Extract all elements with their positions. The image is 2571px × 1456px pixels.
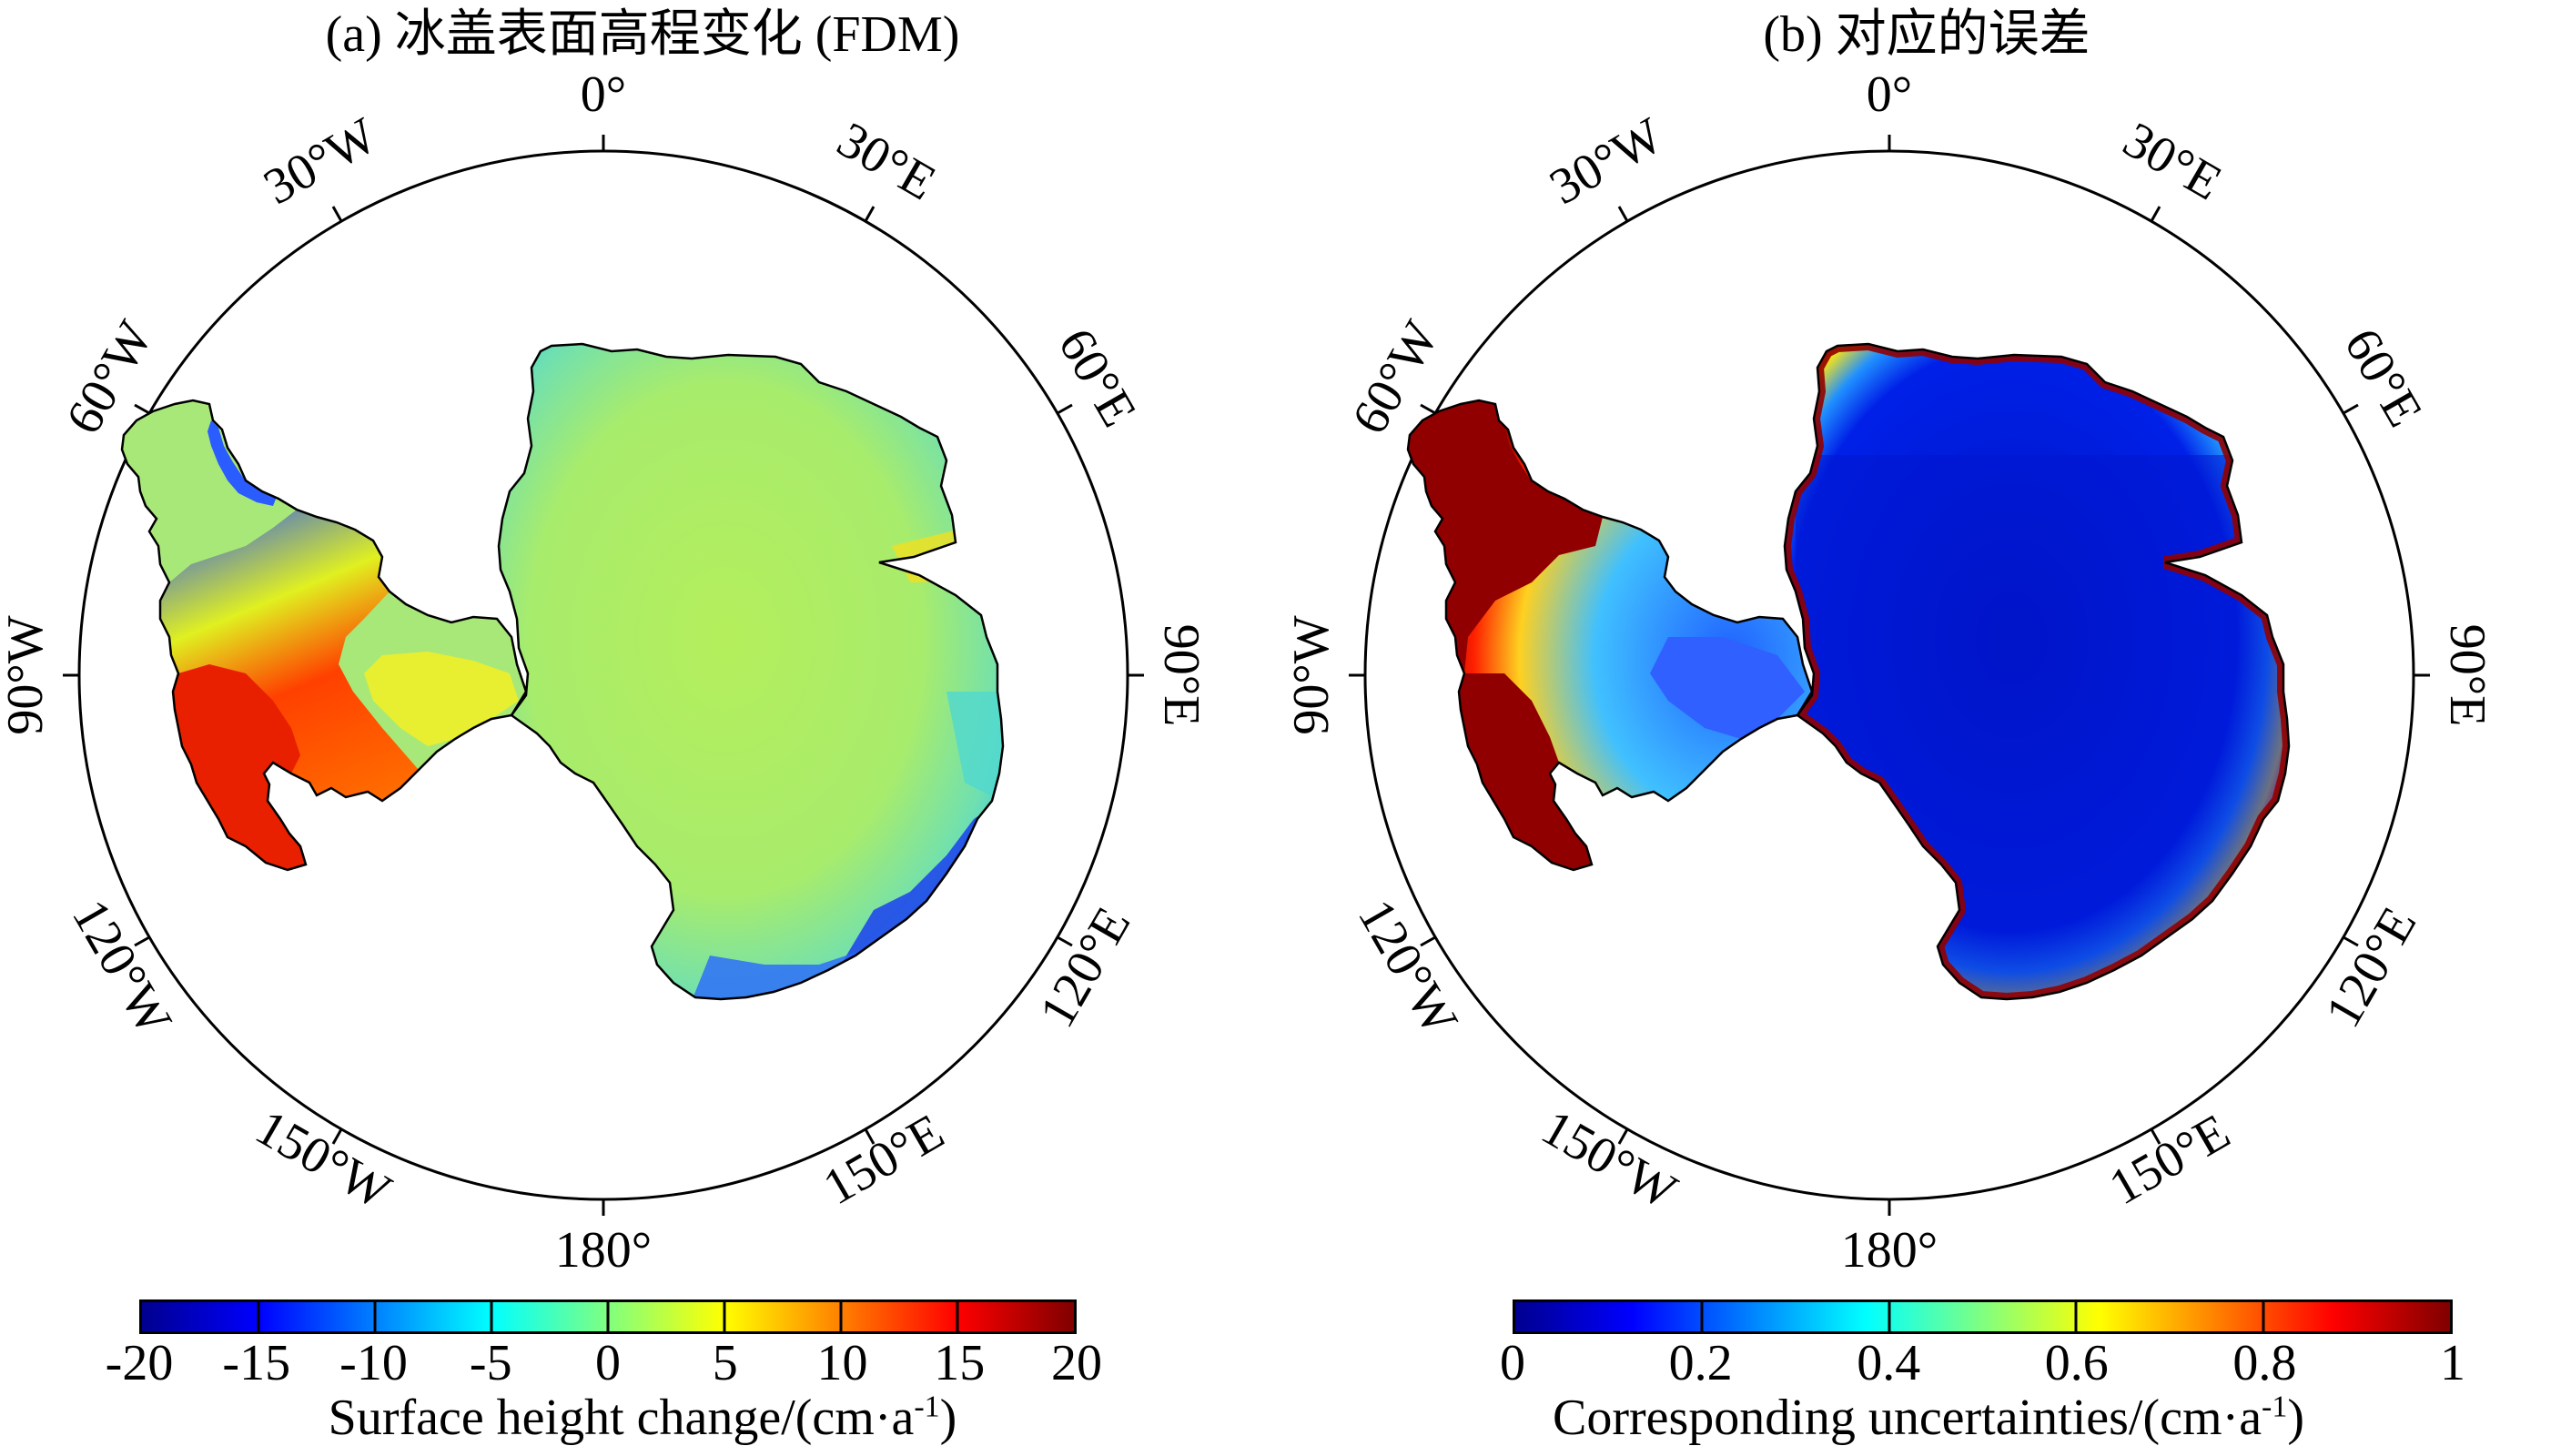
panel-a-peninsula-red-patch	[173, 664, 306, 870]
panel-a-map: 0° 30°E 60°E 90°E 120°E 150°E 180° 150°W…	[0, 66, 1210, 1279]
panel-b-colorbar-tick-mark	[1888, 1302, 1891, 1331]
panel-b-colorbar-title-main: Corresponding uncertainties/(cm·a	[1552, 1390, 2262, 1446]
panel-b-map: 0° 30°E 60°E 90°E 120°E 150°E 180° 150°W…	[1283, 66, 2495, 1279]
lon-label-150e: 150°E	[815, 1103, 954, 1216]
panel-b-colorbar-tick-label: 0.6	[2044, 1335, 2109, 1391]
lon-label-0: 0°	[1867, 66, 1912, 123]
lon-label-180: 180°	[1841, 1222, 1938, 1279]
panel-a-colorbar-tick-mark	[257, 1302, 260, 1331]
panel-a-colorbar-tick-label: -10	[339, 1335, 408, 1391]
panel-a-colorbar-tick-mark	[606, 1302, 610, 1331]
panel-a-colorbar-tick-label: 5	[712, 1335, 738, 1391]
lon-label-120w: 120°W	[61, 891, 182, 1045]
panel-a-colorbar	[139, 1299, 1077, 1334]
panel-a-graticule	[63, 135, 1144, 1216]
panel-b-colorbar-title-sup: -1	[2262, 1390, 2288, 1424]
panel-a-colorbar-tick-label: -20	[105, 1335, 174, 1391]
panel-b-interior-low-uncertainty	[1796, 455, 2287, 999]
panel-a-colorbar-title-sup: -1	[914, 1390, 940, 1424]
lon-label-30w: 30°W	[255, 107, 387, 216]
panel-a-peninsula-tip	[208, 420, 277, 506]
lon-label-60e: 60°E	[2333, 319, 2434, 437]
panel-b-colorbar	[1513, 1299, 2453, 1334]
lon-label-30w: 30°W	[1541, 107, 1673, 216]
panel-b-title: (b) 对应的误差	[1763, 6, 2090, 63]
lon-label-90w: 90°W	[0, 615, 54, 734]
panel-b-colorbar-title: Corresponding uncertainties/(cm·a-1)	[1286, 1389, 2571, 1447]
panel-b-peninsula-dark-red	[1408, 420, 1603, 673]
lon-label-120e: 120°E	[2314, 898, 2427, 1037]
lon-label-120e: 120°E	[1028, 898, 1141, 1037]
panel-a-colorbar-title: Surface height change/(cm·a-1)	[0, 1389, 1285, 1447]
panel-a-colorbar-title-main: Surface height change/(cm·a	[328, 1390, 915, 1446]
panel-b: (b) 对应的误差	[1283, 0, 2571, 1456]
lon-label-150e: 150°E	[2100, 1103, 2240, 1216]
lon-label-30e: 30°E	[828, 111, 946, 211]
panel-b-ross-blue-patch	[1650, 637, 1805, 739]
panel-b-amundsen-dark-red	[1459, 673, 1592, 870]
panel-b-colorbar-tick-mark	[1700, 1302, 1704, 1331]
panel-a-colorbar-tick-label: 0	[595, 1335, 621, 1391]
panel-b-west-coastline	[1406, 399, 1814, 872]
panel-b-colorbar-tick-label: 0	[1500, 1335, 1525, 1391]
panel-b-colorbar-tick-label: 1	[2440, 1335, 2465, 1391]
lon-label-60e: 60°E	[1048, 319, 1148, 437]
panel-a-colorbar-tick-label: 10	[816, 1335, 868, 1391]
panel-a-colorbar-tick-mark	[490, 1302, 493, 1331]
lon-label-120w: 120°W	[1347, 891, 1468, 1045]
panel-a-wilkes-cyan-patch	[946, 692, 1001, 801]
lon-label-30e: 30°E	[2114, 111, 2232, 211]
panel-a-colorbar-tick-label: -15	[222, 1335, 291, 1391]
panel-b-colorbar-tick-label: 0.4	[1857, 1335, 1921, 1391]
panel-b-colorbar-title-end: )	[2287, 1390, 2305, 1446]
lon-label-0: 0°	[581, 66, 626, 123]
panel-a-ross-yellow-patch	[364, 652, 519, 746]
panel-a-colorbar-tick-mark	[723, 1302, 726, 1331]
panel-b-colorbar-tick-label: 0.2	[1668, 1335, 1733, 1391]
panel-a-colorbar-title-end: )	[939, 1390, 957, 1446]
panel-a-colorbar-tick-label: 20	[1051, 1335, 1102, 1391]
lon-label-90e: 90°E	[1153, 624, 1210, 727]
lon-label-180: 180°	[555, 1222, 652, 1279]
panel-a-title: (a) 冰盖表面高程变化 (FDM)	[325, 6, 960, 63]
panel-b-graticule	[1349, 135, 2430, 1216]
panel-a: (a) 冰盖表面高程变化 (FDM)	[0, 0, 1285, 1456]
panel-a-colorbar-tick-mark	[839, 1302, 843, 1331]
lon-label-90w: 90°W	[1283, 615, 1340, 734]
panel-a-colorbar-tick-label: 15	[934, 1335, 986, 1391]
panel-a-colorbar-tick-label: -5	[469, 1335, 512, 1391]
panel-b-colorbar-tick-mark	[2262, 1302, 2265, 1331]
panel-b-colorbar-tick-mark	[2074, 1302, 2078, 1331]
lon-label-90e: 90°E	[2439, 624, 2495, 727]
panel-a-colorbar-tick-mark	[956, 1302, 959, 1331]
panel-a-colorbar-tick-mark	[373, 1302, 377, 1331]
panel-b-colorbar-tick-label: 0.8	[2232, 1335, 2297, 1391]
panel-a-west-coastline	[120, 399, 528, 872]
